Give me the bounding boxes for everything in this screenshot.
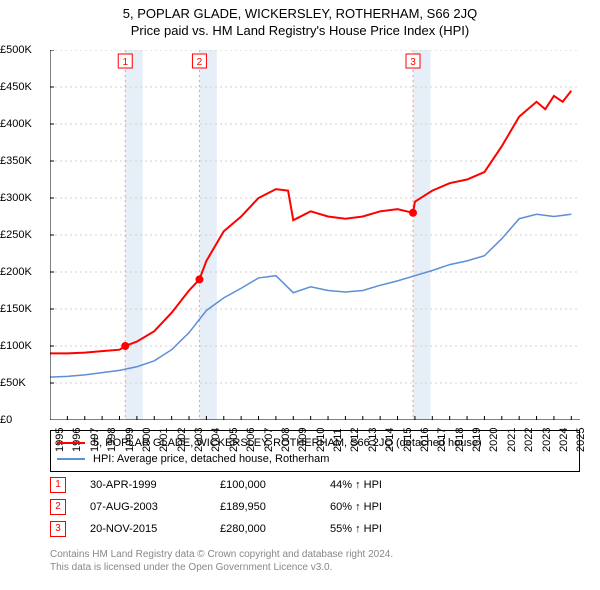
sale-date: 20-NOV-2015 (90, 523, 220, 535)
legend-row: HPI: Average price, detached house, Roth… (57, 451, 573, 467)
y-tick-label: £400K (0, 118, 64, 130)
legend-label: HPI: Average price, detached house, Roth… (93, 453, 329, 465)
y-tick-label: £50K (0, 377, 64, 389)
sale-date: 07-AUG-2003 (90, 501, 220, 513)
sale-marker-box: 3 (50, 521, 66, 537)
legend-label: 5, POPLAR GLADE, WICKERSLEY, ROTHERHAM, … (93, 437, 482, 449)
legend-swatch-price (57, 442, 85, 444)
sale-row: 3 20-NOV-2015 £280,000 55% ↑ HPI (50, 518, 382, 540)
sale-hpi: 44% ↑ HPI (330, 479, 382, 491)
svg-text:3: 3 (410, 57, 416, 68)
sale-row: 1 30-APR-1999 £100,000 44% ↑ HPI (50, 474, 382, 496)
y-tick-label: £200K (0, 266, 64, 278)
title-line2: Price paid vs. HM Land Registry's House … (0, 23, 600, 38)
svg-text:1: 1 (122, 57, 128, 68)
legend-row: 5, POPLAR GLADE, WICKERSLEY, ROTHERHAM, … (57, 435, 573, 451)
y-tick-label: £250K (0, 229, 64, 241)
y-tick-label: £150K (0, 303, 64, 315)
sale-price: £280,000 (220, 523, 330, 535)
sale-marker-box: 2 (50, 499, 66, 515)
sale-price: £189,950 (220, 501, 330, 513)
sale-row: 2 07-AUG-2003 £189,950 60% ↑ HPI (50, 496, 382, 518)
title-line1: 5, POPLAR GLADE, WICKERSLEY, ROTHERHAM, … (0, 6, 600, 21)
footer-line: This data is licensed under the Open Gov… (50, 561, 393, 574)
y-tick-label: £300K (0, 192, 64, 204)
sale-date: 30-APR-1999 (90, 479, 220, 491)
sales-table: 1 30-APR-1999 £100,000 44% ↑ HPI 2 07-AU… (50, 474, 382, 540)
sale-hpi: 60% ↑ HPI (330, 501, 382, 513)
y-tick-label: £100K (0, 340, 64, 352)
svg-text:2: 2 (197, 57, 203, 68)
y-tick-label: £350K (0, 155, 64, 167)
title-block: 5, POPLAR GLADE, WICKERSLEY, ROTHERHAM, … (0, 0, 600, 38)
footer-line: Contains HM Land Registry data © Crown c… (50, 548, 393, 561)
y-tick-label: £450K (0, 81, 64, 93)
chart-container: 5, POPLAR GLADE, WICKERSLEY, ROTHERHAM, … (0, 0, 600, 590)
sale-hpi: 55% ↑ HPI (330, 523, 382, 535)
y-tick-label: £0 (0, 414, 64, 426)
legend-swatch-hpi (57, 458, 85, 460)
sale-marker-box: 1 (50, 477, 66, 493)
sale-price: £100,000 (220, 479, 330, 491)
y-tick-label: £500K (0, 44, 64, 56)
price-chart: 1 2 3 (50, 50, 580, 420)
legend: 5, POPLAR GLADE, WICKERSLEY, ROTHERHAM, … (50, 430, 580, 472)
footer: Contains HM Land Registry data © Crown c… (50, 548, 393, 574)
